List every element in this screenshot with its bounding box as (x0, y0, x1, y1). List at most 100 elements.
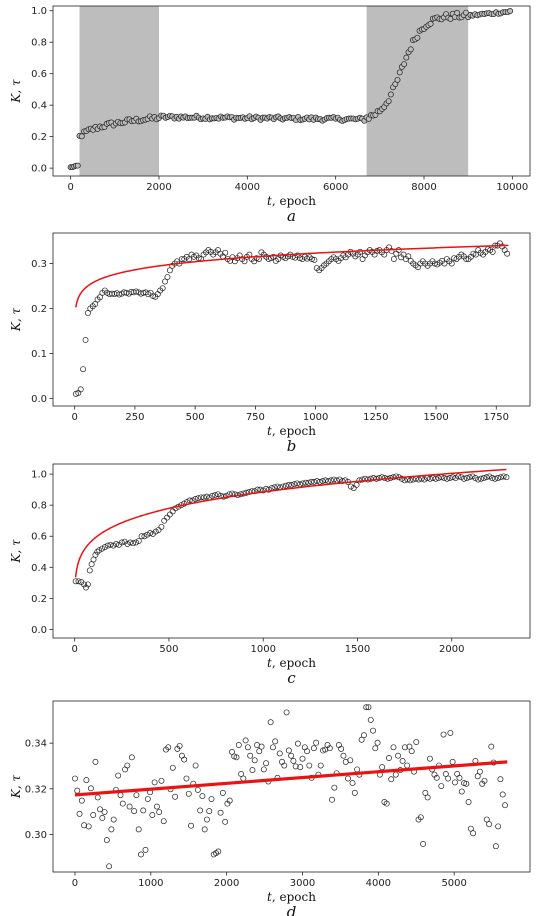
data-point (194, 786, 201, 793)
data-point (138, 851, 144, 858)
data-point (398, 475, 405, 482)
data-point (86, 567, 93, 574)
data-point (108, 826, 115, 833)
data-point (80, 366, 87, 373)
data-point (198, 494, 204, 501)
data-point (314, 478, 320, 485)
data-point (159, 285, 166, 292)
y-tick-label: 0.1 (31, 349, 47, 360)
data-point (172, 793, 179, 800)
data-point (330, 476, 337, 483)
data-point (188, 822, 194, 829)
data-point (122, 766, 128, 773)
data-point (169, 508, 176, 515)
data-point (448, 260, 455, 267)
data-point (203, 816, 210, 823)
y-tick-label: 0.30 (25, 830, 47, 841)
data-point (497, 474, 504, 481)
data-point (422, 789, 429, 796)
data-point (265, 486, 272, 493)
data-point (456, 774, 463, 781)
data-point (249, 767, 256, 774)
data-point (463, 256, 470, 263)
data-point (313, 739, 320, 746)
data-point (407, 46, 414, 53)
data-point (104, 542, 111, 549)
data-point (495, 823, 502, 830)
data-point (85, 823, 92, 830)
y-tick-label: 0.0 (31, 625, 47, 636)
data-point (113, 541, 120, 547)
data-point (181, 500, 187, 507)
data-point (74, 787, 81, 794)
data-point (169, 764, 176, 771)
data-point (195, 495, 202, 502)
data-point (288, 482, 295, 488)
data-point (172, 505, 179, 512)
data-point (489, 475, 496, 481)
data-point (501, 247, 508, 254)
data-point (451, 779, 458, 786)
data-point (81, 822, 88, 829)
data-point (226, 797, 233, 804)
data-point (276, 750, 283, 757)
data-point (447, 729, 454, 736)
data-point (78, 133, 85, 140)
data-point (135, 826, 142, 833)
data-point (222, 818, 229, 825)
data-point (486, 821, 492, 828)
y-tick-label: 0.6 (31, 69, 47, 80)
data-point (438, 783, 445, 789)
data-point (124, 541, 131, 547)
data-point (476, 768, 483, 775)
data-point (483, 474, 490, 481)
data-point (107, 541, 114, 548)
data-point (463, 475, 470, 481)
plot-frame (52, 5, 531, 177)
data-point (349, 780, 356, 787)
data-point (351, 789, 358, 796)
data-point (414, 34, 421, 41)
y-tick-label: 0.32 (25, 784, 47, 795)
data-point (106, 291, 113, 298)
x-tick-label: 3000 (290, 878, 315, 889)
data-point (446, 475, 453, 481)
data-point (311, 478, 318, 485)
data-point (345, 775, 351, 782)
x-tick-label: 750 (246, 412, 265, 423)
data-point (488, 743, 495, 750)
data-point (124, 762, 131, 769)
data-point (223, 492, 230, 499)
data-point (260, 487, 267, 494)
data-point (383, 800, 390, 807)
data-point (127, 539, 134, 546)
data-point (258, 743, 265, 750)
data-point (242, 737, 249, 744)
data-point (370, 727, 376, 734)
data-point (338, 745, 345, 752)
data-point (269, 744, 276, 751)
data-point (359, 256, 366, 263)
chart-panel-c: 0 500 1000 1500 2000 0.0 0.2 0.4 0.6 0.8 1.0 t, epo… (9, 463, 531, 687)
data-point (292, 763, 299, 770)
data-point (478, 475, 484, 482)
y-axis-label: K, τ (9, 775, 23, 800)
data-point (144, 531, 151, 538)
data-point (480, 475, 487, 481)
x-tick-label: 1250 (363, 412, 388, 423)
data-point (458, 474, 465, 481)
data-point (290, 758, 297, 764)
data-point (394, 76, 401, 83)
data-point (311, 257, 318, 263)
x-tick-label: 500 (159, 644, 178, 655)
plot-frame (52, 700, 531, 873)
data-point (463, 780, 470, 787)
data-point (149, 812, 156, 818)
data-point (109, 290, 115, 297)
data-point (301, 744, 308, 751)
data-point (101, 544, 108, 551)
data-point (99, 545, 105, 552)
y-axis-label: K, τ (9, 79, 23, 104)
data-point (465, 799, 472, 805)
data-point (291, 481, 298, 488)
